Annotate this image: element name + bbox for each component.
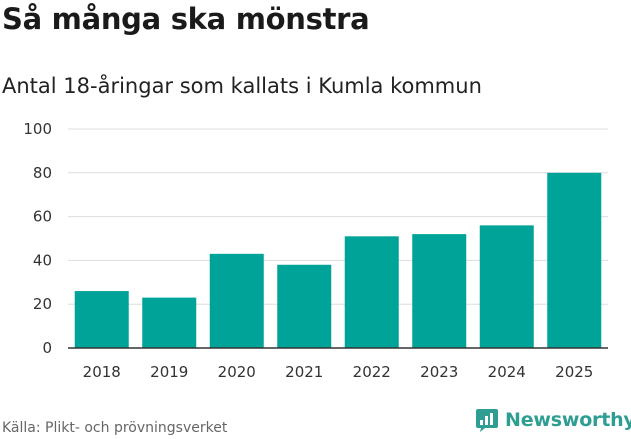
bar-2022	[344, 236, 399, 348]
x-tick-label: 2022	[353, 363, 391, 381]
bar-chart: 0 20 40 60 80 100 2018 2019 2020 2021 2022 2023 2024…	[23, 120, 608, 381]
bar-2024	[479, 225, 534, 348]
y-tick-label: 100	[23, 120, 52, 138]
brand-logo: Newsworthy	[475, 407, 631, 433]
chart-subtitle: Antal 18-åringar som kallats i Kumla kom…	[2, 74, 482, 98]
x-tick-label: 2018	[83, 363, 121, 381]
y-tick-label: 40	[33, 251, 52, 269]
brand-name: Newsworthy	[505, 409, 631, 431]
x-tick-label: 2020	[218, 363, 256, 381]
bar-2020	[209, 253, 264, 348]
bar-2018	[74, 291, 129, 348]
x-tick-label: 2023	[420, 363, 458, 381]
x-tick-label: 2025	[555, 363, 593, 381]
x-tick-label: 2024	[488, 363, 526, 381]
chart-title: Så många ska mönstra	[2, 2, 370, 36]
bar-2023	[412, 234, 467, 348]
y-tick-label: 60	[33, 208, 52, 226]
y-tick-label: 0	[42, 339, 52, 357]
y-tick-label: 20	[33, 295, 52, 313]
bar-2021	[277, 264, 332, 348]
y-tick-label: 80	[33, 164, 52, 182]
source-note: Källa: Plikt- och prövningsverket	[2, 420, 228, 436]
newsworthy-logo-icon	[476, 409, 498, 432]
x-tick-label: 2019	[150, 363, 188, 381]
bar-2019	[142, 297, 197, 348]
bar-2025	[547, 172, 602, 348]
x-tick-label: 2021	[285, 363, 323, 381]
